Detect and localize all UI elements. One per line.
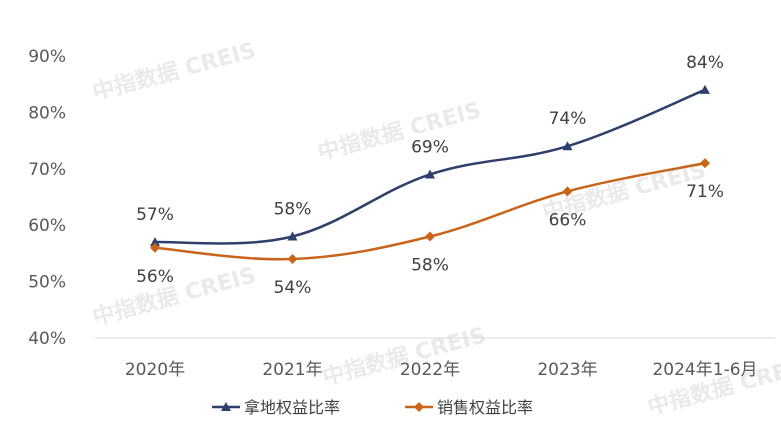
legend-marker — [221, 402, 231, 411]
x-tick-label: 2020年 — [125, 360, 185, 380]
series-1: 57% 58% 69% 74% 84% — [136, 53, 724, 247]
y-tick-label: 80% — [28, 103, 66, 123]
x-tick-label: 2023年 — [537, 360, 597, 380]
watermark: 中指数据 CREIS — [315, 97, 484, 166]
data-point — [562, 186, 573, 197]
legend-label: 拿地权益比率 — [244, 398, 340, 417]
data-label: 57% — [136, 205, 174, 225]
legend: 拿地权益比率 销售权益比率 — [212, 398, 533, 417]
data-label: 69% — [411, 137, 449, 157]
data-label: 56% — [136, 267, 174, 287]
x-tick-label: 2021年 — [262, 360, 322, 380]
data-label: 66% — [549, 210, 587, 230]
data-point — [700, 84, 710, 94]
data-label: 84% — [686, 53, 724, 73]
data-label: 58% — [274, 199, 312, 219]
watermark: 中指数据 CREIS — [320, 322, 489, 391]
data-label: 71% — [686, 182, 724, 202]
data-point — [425, 231, 435, 242]
legend-marker — [414, 402, 424, 412]
watermark: 中指数据 CREIS — [90, 262, 259, 331]
x-tick-label: 2024年1-6月 — [652, 360, 757, 380]
y-axis: 40% 50% 60% 70% 80% 90% — [28, 47, 66, 349]
y-tick-label: 40% — [28, 329, 66, 349]
series-2: 56% 54% 58% 66% 71% — [136, 158, 724, 298]
series-layer: 57% 58% 69% 74% 84% 56% 54% 58% 66% 71% — [136, 53, 724, 298]
data-label: 58% — [411, 255, 449, 275]
y-tick-label: 70% — [28, 160, 66, 180]
watermark: 中指数据 CREIS — [90, 37, 259, 106]
data-point — [425, 169, 435, 179]
y-tick-label: 60% — [28, 216, 66, 236]
y-tick-label: 50% — [28, 273, 66, 293]
data-point — [150, 242, 160, 253]
x-tick-label: 2022年 — [400, 360, 460, 380]
x-axis: 2020年 2021年 2022年 2023年 2024年1-6月 — [125, 360, 758, 380]
data-point — [150, 237, 160, 247]
legend-item: 销售权益比率 — [405, 398, 533, 417]
data-point — [287, 254, 298, 265]
data-label: 54% — [274, 278, 312, 298]
y-tick-label: 90% — [28, 47, 66, 67]
legend-label: 销售权益比率 — [437, 398, 533, 417]
data-label: 74% — [549, 109, 587, 129]
data-point — [700, 158, 710, 169]
legend-item: 拿地权益比率 — [212, 398, 340, 417]
data-point — [287, 231, 298, 241]
data-point — [562, 141, 573, 151]
